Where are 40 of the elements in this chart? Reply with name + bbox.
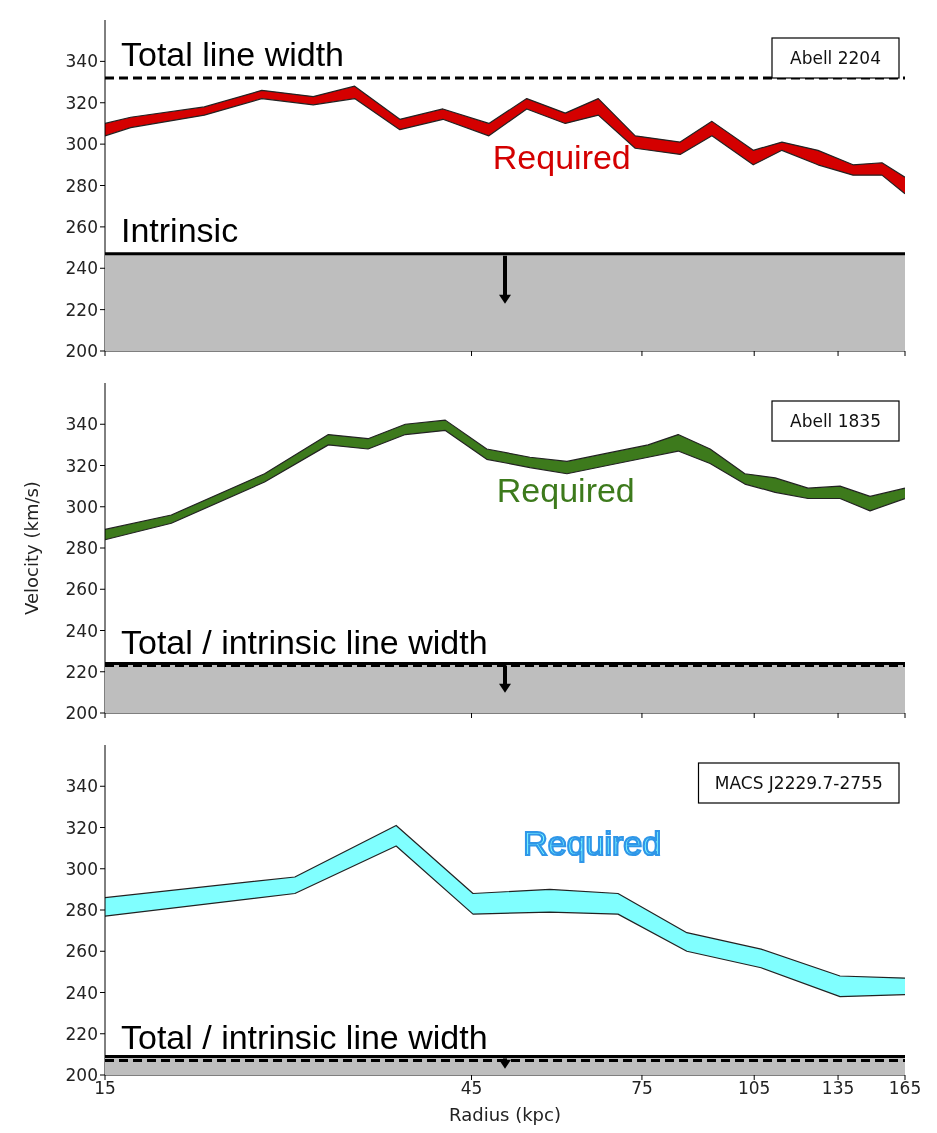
x-tick-label: 105 xyxy=(737,1078,771,1099)
series-label: Required xyxy=(492,137,631,176)
y-tick-label: 240 xyxy=(65,982,98,1003)
x-tick-label: 135 xyxy=(821,1078,855,1099)
y-tick-label: 320 xyxy=(65,92,98,113)
annotation: MACS J2229.7-2755 xyxy=(714,773,883,793)
y-tick-label: 260 xyxy=(65,579,98,600)
y-tick-label: 200 xyxy=(65,341,98,362)
y-tick-label: 340 xyxy=(65,776,98,797)
annotation: Abell 2204 xyxy=(790,48,881,68)
y-tick-label: 340 xyxy=(65,414,98,435)
ref-line-label: Total / intrinsic line width xyxy=(121,622,488,661)
y-tick-label: 320 xyxy=(65,817,98,838)
y-tick-label: 300 xyxy=(65,134,98,155)
ref-line-label: Intrinsic xyxy=(121,210,239,249)
ref-line-label: Total / intrinsic line width xyxy=(121,1017,488,1056)
series-label: Required xyxy=(523,823,662,862)
y-tick-label: 220 xyxy=(65,661,98,682)
y-tick-label: 280 xyxy=(65,175,98,196)
y-tick-label: 240 xyxy=(65,258,98,279)
y-tick-label: 300 xyxy=(65,496,98,517)
y-tick-label: 240 xyxy=(65,620,98,641)
y-tick-label: 340 xyxy=(65,51,98,72)
y-tick-label: 320 xyxy=(65,455,98,476)
y-tick-label: 260 xyxy=(65,941,98,962)
series-label: Required xyxy=(496,470,635,509)
x-axis-title: Radius (kpc) xyxy=(449,1104,561,1125)
x-tick-label: 165 xyxy=(888,1078,922,1099)
y-tick-label: 280 xyxy=(65,538,98,559)
y-tick-label: 280 xyxy=(65,900,98,921)
y-tick-label: 260 xyxy=(65,216,98,237)
y-tick-label: 300 xyxy=(65,858,98,879)
x-tick-label: 45 xyxy=(460,1078,483,1099)
annotation: Abell 1835 xyxy=(790,411,881,431)
ref-line-label: Total line width xyxy=(121,34,345,73)
x-tick-label: 75 xyxy=(631,1078,653,1099)
y-tick-label: 220 xyxy=(65,299,98,320)
y-tick-label: 220 xyxy=(65,1023,98,1044)
y-axis-title: Velocity (km/s) xyxy=(21,481,42,615)
y-tick-label: 200 xyxy=(65,703,98,724)
